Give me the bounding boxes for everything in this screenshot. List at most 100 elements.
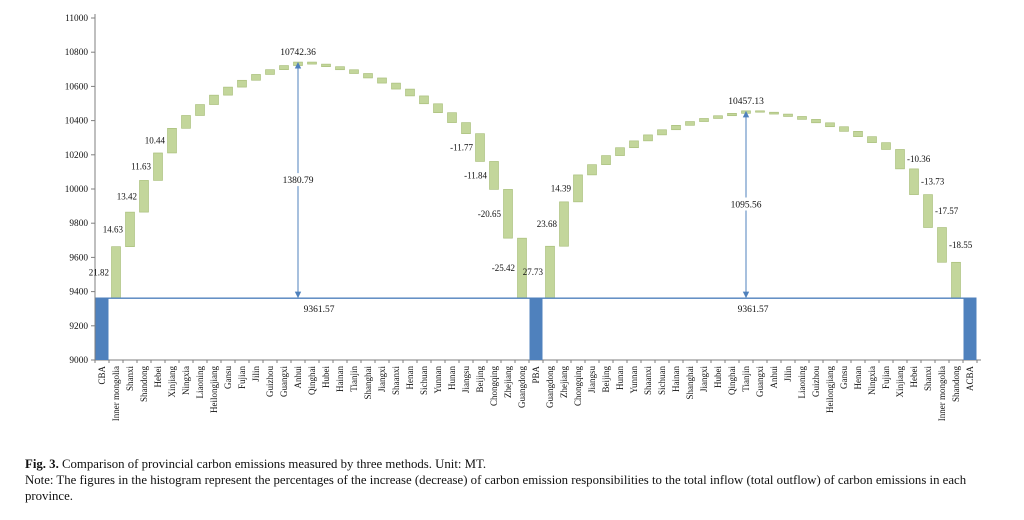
x-label-shanghai: Shanghai — [363, 366, 373, 400]
y-tick-label: 9400 — [69, 288, 88, 298]
delta-bar-sichuan — [657, 129, 667, 136]
x-label-hebei: Hebei — [909, 366, 919, 388]
delta-bar-henan — [853, 131, 863, 137]
delta-bar-heilongjiang — [825, 122, 835, 128]
arrow-label: 1380.79 — [283, 176, 314, 186]
delta-bar-guangxi — [755, 110, 765, 113]
x-label-sichuan: Sichuan — [419, 366, 429, 395]
y-tick-label: 11000 — [65, 14, 88, 24]
x-label-guizhou: Guizhou — [265, 366, 275, 397]
delta-bar-shanxi — [923, 194, 933, 228]
x-label-shandong: Shandong — [951, 366, 961, 403]
pct-label: -11.84 — [464, 170, 487, 180]
x-label-tianjin: Tianjin — [741, 366, 751, 392]
x-label-zhejiang: Zhejiang — [503, 366, 513, 398]
x-label-henan: Henan — [853, 366, 863, 390]
pct-label: -17.57 — [935, 206, 959, 216]
x-label-guangdong: Guangdong — [545, 366, 555, 408]
delta-bar-sichuan — [419, 95, 429, 105]
x-label-shanghai: Shanghai — [685, 366, 695, 400]
pct-label: -13.73 — [921, 177, 945, 187]
x-label-hainan: Hainan — [671, 366, 681, 392]
x-label-heilongjiang: Heilongjiang — [209, 366, 219, 413]
x-label-hebei: Hebei — [153, 366, 163, 388]
delta-bar-hubei — [321, 63, 331, 67]
delta-bar-shanghai — [363, 73, 373, 79]
x-label-fujian: Fujian — [237, 366, 247, 390]
x-label-inner-mongolia: Inner mongolia — [937, 366, 947, 421]
delta-bar-guangdong — [545, 245, 555, 299]
delta-bar-chongqing — [573, 174, 583, 203]
total-bar-pba — [529, 298, 543, 360]
arrow-label: 1095.56 — [731, 201, 762, 211]
delta-bar-hebei — [153, 152, 163, 181]
x-label-jiangxi: Jiangxi — [699, 366, 709, 392]
delta-bar-hebei — [909, 168, 919, 195]
x-label-chongqing: Chongqing — [573, 366, 583, 407]
pct-label: -18.55 — [949, 240, 973, 250]
x-label-acba: ACBA — [965, 366, 975, 392]
y-tick-label: 9600 — [69, 253, 88, 263]
x-label-liaoning: Liaoning — [195, 366, 205, 399]
x-label-fujian: Fujian — [881, 366, 891, 390]
x-label-tianjin: Tianjin — [349, 366, 359, 392]
x-label-jiangsu: Jiangsu — [587, 366, 597, 394]
delta-bar-guizhou — [811, 119, 821, 124]
pct-label: 27.73 — [523, 267, 544, 277]
delta-bar-hainan — [335, 66, 345, 71]
delta-bar-gansu — [223, 86, 233, 96]
x-label-qinghai: Qinghai — [727, 366, 737, 395]
x-label-yunnan: Yunnan — [433, 366, 443, 394]
x-label-qinghai: Qinghai — [307, 366, 317, 395]
x-label-zhejiang: Zhejiang — [559, 366, 569, 398]
peak-label: 10457.13 — [728, 97, 764, 107]
delta-bar-shandong — [139, 180, 149, 213]
caption-line: Fig. 3. Comparison of provincial carbon … — [25, 457, 1003, 473]
delta-bar-hainan — [671, 125, 681, 131]
delta-bar-jiangsu — [587, 164, 597, 176]
pct-label: -25.42 — [492, 263, 515, 273]
x-label-jilin: Jilin — [783, 366, 793, 382]
x-label-shaanxi: Shaanxi — [643, 366, 653, 395]
delta-bar-xinjiang — [167, 128, 177, 154]
x-label-hubei: Hubei — [321, 366, 331, 388]
arrow-head-top — [294, 62, 302, 69]
delta-bar-ningxia — [867, 136, 877, 143]
x-label-shanxi: Shanxi — [125, 366, 135, 392]
arrow-head-bottom — [294, 291, 302, 299]
delta-bar-beijing — [601, 155, 611, 165]
x-label-gansu: Gansu — [223, 366, 233, 389]
delta-bar-shanghai — [685, 121, 695, 126]
delta-bar-shaanxi — [391, 82, 401, 90]
delta-bar-beijing — [475, 133, 485, 162]
x-label-anhui: Anhui — [293, 366, 303, 389]
x-label-shanxi: Shanxi — [923, 366, 933, 392]
x-label-sichuan: Sichuan — [657, 366, 667, 395]
x-label-jiangsu: Jiangsu — [461, 366, 471, 394]
x-label-ningxia: Ningxia — [181, 366, 191, 395]
x-label-hunan: Hunan — [615, 366, 625, 390]
y-tick-label: 10000 — [65, 185, 89, 195]
figure-label: Fig. 3. — [25, 457, 59, 471]
delta-bar-hunan — [615, 147, 625, 156]
delta-bar-henan — [405, 88, 415, 97]
pct-label: 10.44 — [145, 136, 166, 146]
x-label-xinjiang: Xinjiang — [895, 366, 905, 398]
x-label-liaoning: Liaoning — [797, 366, 807, 399]
delta-bar-inner-mongolia — [111, 246, 121, 299]
x-label-beijing: Beijing — [475, 366, 485, 393]
delta-bar-zhejiang — [503, 189, 513, 239]
y-tick-label: 9200 — [69, 322, 88, 332]
y-tick-label: 9800 — [69, 219, 88, 229]
arrow-head-top — [742, 110, 750, 118]
baseline-value-label: 9361.57 — [738, 305, 769, 315]
arrow-label-bg — [723, 197, 769, 211]
delta-bar-jiangxi — [699, 118, 709, 122]
x-label-jiangxi: Jiangxi — [377, 366, 387, 392]
x-label-chongqing: Chongqing — [489, 366, 499, 407]
baseline-value-label: 9361.57 — [304, 305, 335, 315]
x-label-anhui: Anhui — [769, 366, 779, 389]
y-tick-label: 10800 — [65, 48, 89, 58]
delta-bar-yunnan — [629, 140, 639, 149]
